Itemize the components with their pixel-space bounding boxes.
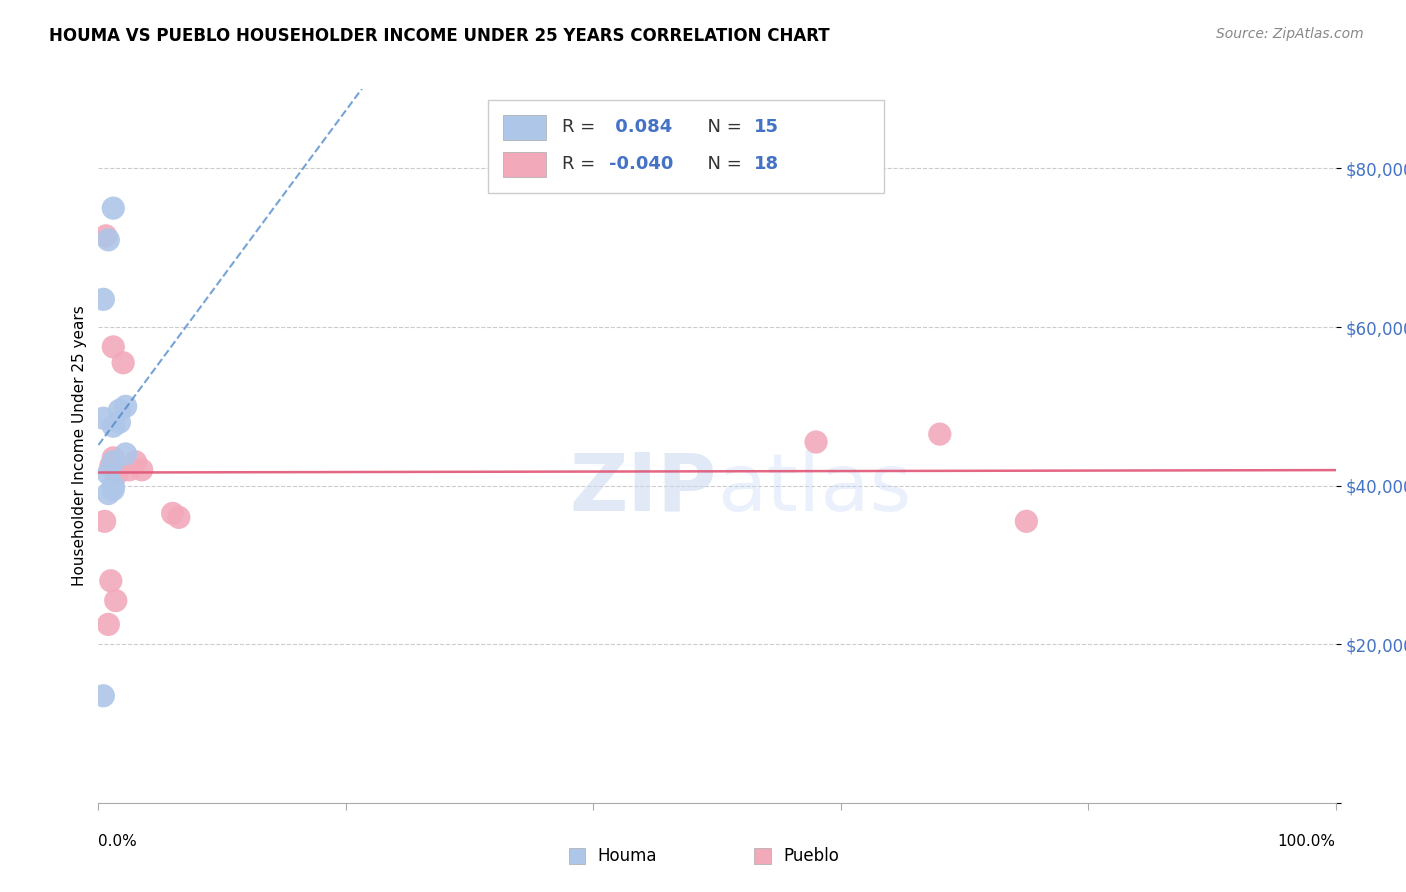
Point (118, 463, 141, 477)
Point (100, 458, 122, 473)
Point (131, 463, 153, 477)
Point (104, 593, 127, 607)
Point (103, 478, 125, 492)
Text: Pueblo: Pueblo (783, 847, 839, 865)
Point (103, 455, 125, 469)
Point (124, 455, 146, 469)
Point (97, 486, 120, 500)
Y-axis label: Householder Income Under 25 years: Householder Income Under 25 years (72, 306, 87, 586)
Point (108, 403, 131, 417)
Point (804, 435, 827, 450)
Text: 15: 15 (754, 118, 779, 136)
Point (94, 228, 117, 243)
Point (97, 467, 120, 481)
Text: HOUMA VS PUEBLO HOUSEHOLDER INCOME UNDER 25 YEARS CORRELATION CHART: HOUMA VS PUEBLO HOUSEHOLDER INCOME UNDER… (49, 27, 830, 45)
Point (114, 400, 136, 414)
FancyBboxPatch shape (754, 848, 770, 864)
Point (97, 233, 120, 247)
FancyBboxPatch shape (568, 848, 585, 864)
Text: Houma: Houma (598, 847, 657, 865)
Point (97, 617, 120, 632)
Text: 100.0%: 100.0% (1278, 834, 1336, 849)
Text: 0.084: 0.084 (609, 118, 672, 136)
Text: 18: 18 (754, 155, 779, 173)
Point (103, 201, 125, 215)
Point (93, 293, 115, 307)
Point (108, 415, 131, 429)
Point (112, 356, 135, 370)
Point (1015, 514, 1038, 528)
Text: 0.0%: 0.0% (98, 834, 138, 849)
Text: Source: ZipAtlas.com: Source: ZipAtlas.com (1216, 27, 1364, 41)
Text: atlas: atlas (717, 450, 911, 528)
FancyBboxPatch shape (503, 114, 547, 139)
Point (103, 340, 125, 354)
Point (162, 507, 184, 521)
Point (103, 419, 125, 434)
Point (103, 450, 125, 465)
Point (928, 427, 950, 442)
Point (105, 467, 128, 481)
Text: R =: R = (562, 118, 602, 136)
FancyBboxPatch shape (503, 152, 547, 177)
Text: ZIP: ZIP (569, 450, 717, 528)
Point (114, 447, 136, 461)
Point (100, 574, 122, 588)
Point (93, 514, 115, 528)
FancyBboxPatch shape (488, 100, 884, 193)
Text: -0.040: -0.040 (609, 155, 673, 173)
Text: R =: R = (562, 155, 602, 173)
Point (167, 510, 190, 524)
Text: N =: N = (696, 155, 748, 173)
Text: N =: N = (696, 118, 748, 136)
Point (93, 689, 115, 703)
Point (103, 483, 125, 497)
Point (93, 411, 115, 425)
